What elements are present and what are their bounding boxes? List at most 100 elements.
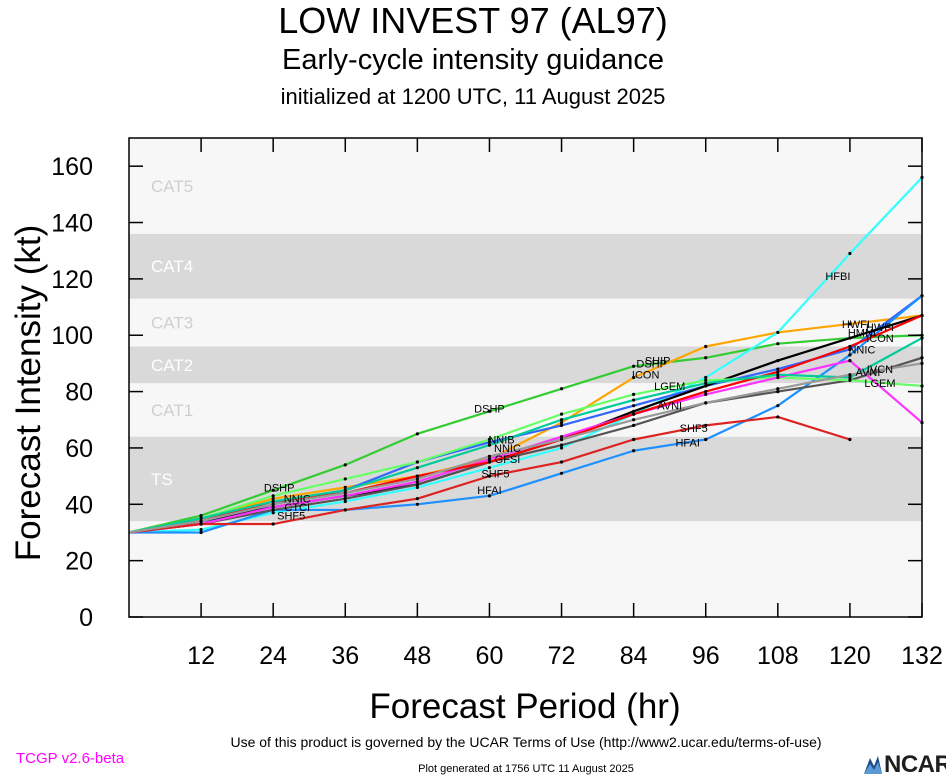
series-point: [632, 398, 636, 402]
series-point: [632, 449, 636, 453]
series-point: [271, 508, 275, 512]
series-point: [704, 389, 708, 394]
series-point: [848, 437, 852, 442]
series-label-hfai: HFAI: [477, 485, 501, 497]
series-line-nnib: [128, 337, 923, 534]
series-label-ivcn: IVCN: [867, 364, 893, 376]
series-point: [632, 392, 636, 397]
series-point: [415, 460, 419, 464]
series-point: [559, 443, 564, 447]
series-line-hfbi: [128, 176, 923, 534]
band-label-cat3: CAT3: [151, 314, 193, 333]
x-tick-label: 96: [692, 642, 720, 670]
series-point: [487, 466, 492, 470]
series-label-avni: AVNI: [856, 367, 881, 379]
series-label-nnic: NNIC: [848, 344, 875, 356]
series-point: [559, 471, 564, 475]
series-shf5: [128, 415, 852, 534]
y-tick-label: 140: [51, 210, 93, 238]
series-point: [271, 511, 275, 515]
series-point: [415, 466, 419, 470]
chart-title: LOW INVEST 97 (AL97): [278, 0, 668, 41]
series-label-dshp: DSHP: [474, 403, 505, 415]
series-point: [632, 364, 636, 368]
series-label-hwfi: HWFI: [866, 322, 894, 334]
series-point: [848, 336, 852, 340]
chart-init-time: initialized at 1200 UTC, 11 August 2025: [280, 84, 666, 109]
series-point: [559, 460, 564, 464]
band-cat1: [129, 383, 922, 437]
series-point: [271, 499, 275, 504]
series-label-ctci: CTCI: [284, 502, 310, 514]
series-point: [487, 474, 492, 478]
series-point: [776, 370, 780, 374]
x-tick-label: 36: [331, 642, 359, 670]
series-point: [704, 423, 708, 427]
band-cat4: [129, 233, 922, 299]
chart-subtitle: Early-cycle intensity guidance: [281, 44, 664, 76]
y-tick-label: 120: [51, 266, 93, 294]
series-label-dshp: DSHP: [636, 358, 667, 370]
series-line-lgem: [128, 376, 923, 534]
series-point: [848, 358, 852, 363]
ncar-logo: NCAR: [862, 751, 946, 778]
series-point: [343, 488, 347, 492]
y-tick-label: 40: [65, 491, 93, 519]
series-nnib: [128, 336, 924, 534]
series-point: [559, 412, 564, 416]
series-label-dshp: DSHP: [264, 482, 295, 494]
series-point: [776, 330, 780, 335]
series-point: [343, 499, 347, 504]
series-label-nnic: NNIC: [494, 443, 521, 455]
x-tick-label: 84: [620, 642, 648, 670]
series-point: [848, 251, 852, 256]
series-labels: DSHPDSHPDSHPSHIPHWFIHFBIHMNIHFAIHFAIICON…: [264, 271, 896, 523]
series-point: [487, 443, 492, 447]
series-point: [559, 435, 564, 439]
series-point: [199, 519, 203, 523]
series-point: [343, 463, 347, 467]
series-label-nnib: NNIB: [488, 434, 514, 446]
series-point: [343, 494, 347, 498]
series-point: [559, 446, 564, 450]
y-tick-label: 0: [79, 604, 93, 632]
series-point: [415, 477, 419, 481]
series-point: [415, 497, 419, 501]
series-point: [848, 322, 852, 326]
series-point: [848, 347, 852, 351]
series-label-hfai: HFAI: [675, 437, 699, 449]
band-cat3: [129, 298, 922, 347]
series-label-shf5: SHF5: [277, 511, 305, 523]
series-point: [271, 502, 275, 506]
series-point: [776, 389, 780, 394]
series-point: [343, 508, 347, 512]
series-point: [704, 384, 708, 388]
series-point: [632, 412, 636, 416]
series-point: [199, 516, 203, 520]
series-point: [632, 418, 636, 422]
series-label-avni: AVNI: [657, 401, 682, 413]
series-point: [271, 522, 275, 526]
series-point: [776, 358, 780, 363]
y-axis-title: Forecast Intensity (kt): [9, 225, 48, 561]
series-point: [559, 437, 564, 442]
series-label-lgem: LGEM: [654, 381, 685, 393]
series-label-hwfi: HWFI: [842, 319, 870, 331]
series-label-shf5: SHF5: [680, 423, 708, 435]
version-label: TCGP v2.6-beta: [16, 750, 125, 767]
series-point: [487, 460, 492, 464]
series-point: [776, 375, 780, 380]
series-point: [415, 502, 419, 506]
series-point: [199, 528, 203, 532]
series-line-dshp: [128, 334, 923, 534]
series-point: [776, 373, 780, 377]
series-point: [487, 494, 492, 498]
series-point: [704, 375, 708, 380]
ncar-logo-text: NCAR: [884, 751, 946, 778]
generated-timestamp: Plot generated at 1756 UTC 11 August 202…: [418, 763, 634, 775]
series-label-hmni: HMNI: [848, 327, 876, 339]
series-point: [415, 474, 419, 478]
series-label-gfsi: GFSI: [495, 454, 521, 466]
series-point: [271, 497, 275, 501]
series-point: [271, 494, 275, 498]
